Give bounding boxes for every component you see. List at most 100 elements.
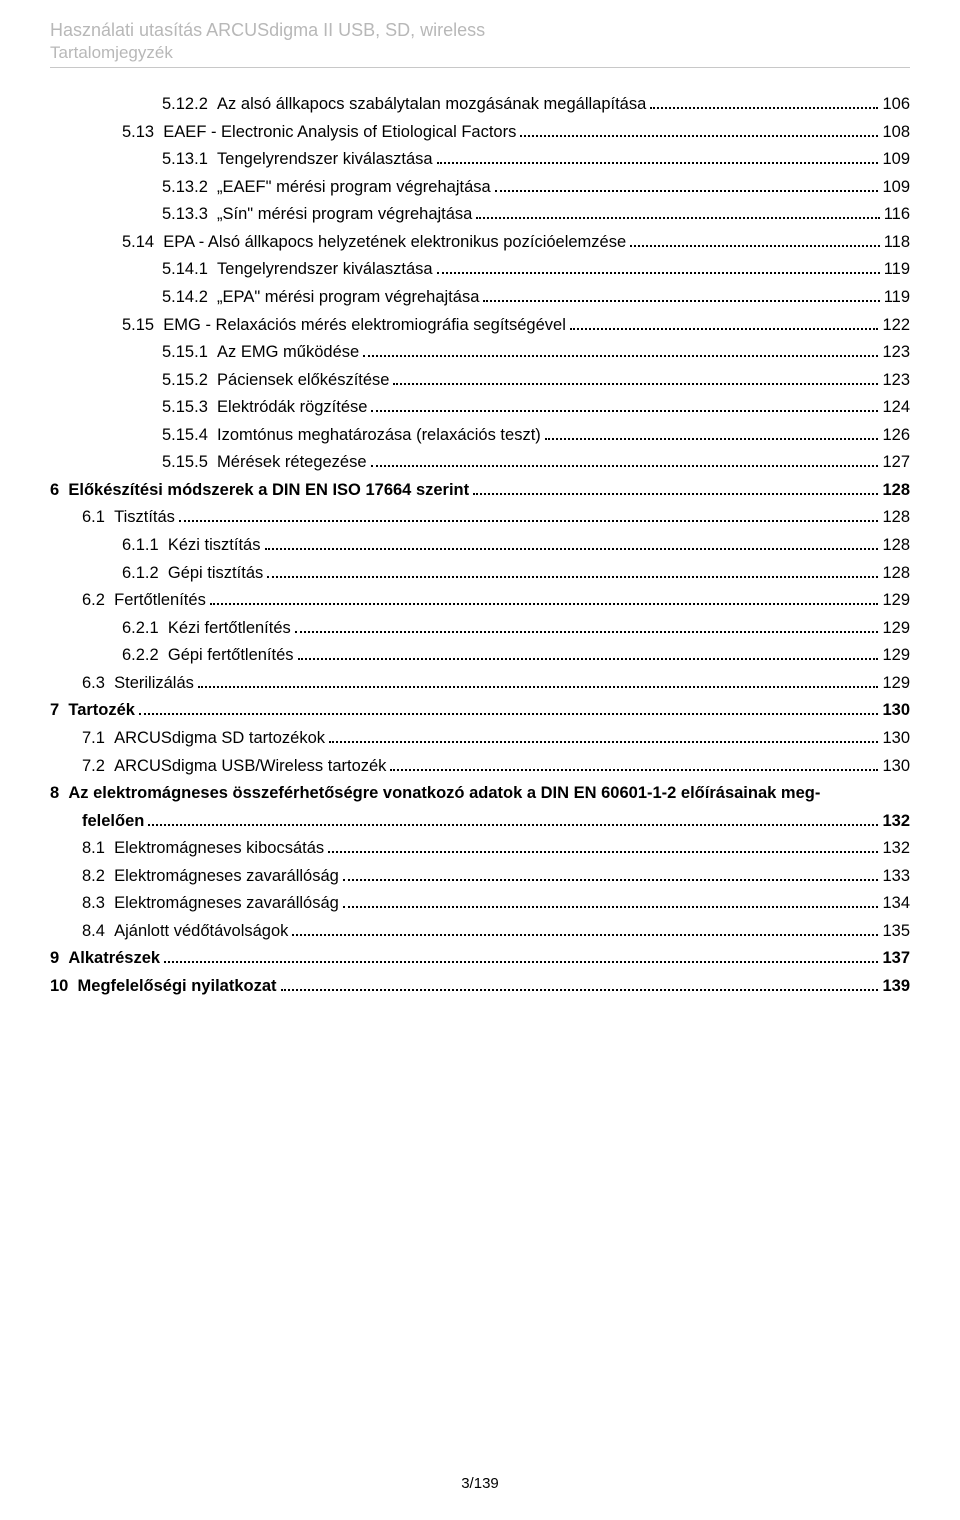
toc-number: 9 — [50, 946, 59, 972]
toc-number: 5.13 — [122, 120, 154, 146]
toc-label: Elektromágneses zavarállóság — [114, 864, 339, 890]
toc-page: 128 — [882, 533, 910, 559]
toc-page: 135 — [882, 919, 910, 945]
toc-entry: 5.15 EMG - Relaxációs mérés elektromiogr… — [50, 313, 910, 339]
toc-number: 6.2.1 — [122, 616, 159, 642]
toc-label: „EPA" mérési program végrehajtása — [217, 285, 479, 311]
toc-number: 7.2 — [82, 754, 105, 780]
toc-entry: 5.13.2 „EAEF" mérési program végrehajtás… — [50, 175, 910, 201]
toc-entry: 5.15.5 Mérések rétegezése 127 — [50, 450, 910, 476]
toc-number: 5.12.2 — [162, 92, 208, 118]
toc-label: ARCUSdigma SD tartozékok — [114, 726, 325, 752]
toc-number: 5.14.1 — [162, 257, 208, 283]
page-footer: 3/139 — [0, 1475, 960, 1492]
toc-entry: 6.2 Fertőtlenítés 129 — [50, 588, 910, 614]
toc-number: 6.1.2 — [122, 561, 159, 587]
toc-number: 6.2.2 — [122, 643, 159, 669]
toc-entry: 6.1.1 Kézi tisztítás 128 — [50, 533, 910, 559]
toc-page: 119 — [884, 285, 910, 311]
toc-label: Tengelyrendszer kiválasztása — [217, 147, 433, 173]
toc-label: Előkészítési módszerek a DIN EN ISO 1766… — [68, 478, 469, 504]
toc-page: 128 — [882, 478, 910, 504]
toc-page: 129 — [882, 643, 910, 669]
toc-label: Megfelelőségi nyilatkozat — [78, 974, 277, 1000]
toc-label: Tengelyrendszer kiválasztása — [217, 257, 433, 283]
toc-entry: 5.12.2 Az alsó állkapocs szabálytalan mo… — [50, 92, 910, 118]
toc-entry: 5.15.4 Izomtónus meghatározása (relaxáci… — [50, 423, 910, 449]
toc-entry: 7 Tartozék 130 — [50, 698, 910, 724]
toc-label: Ajánlott védőtávolságok — [114, 919, 288, 945]
toc-number: 8.2 — [82, 864, 105, 890]
toc-entry: 9 Alkatrészek 137 — [50, 946, 910, 972]
toc-number: 5.15.3 — [162, 395, 208, 421]
toc-page: 133 — [882, 864, 910, 890]
toc-label: Az EMG működése — [217, 340, 359, 366]
toc-page: 139 — [882, 974, 910, 1000]
toc-page: 129 — [882, 616, 910, 642]
toc-entry: 7.2 ARCUSdigma USB/Wireless tartozék 130 — [50, 754, 910, 780]
toc-entry: 8.2 Elektromágneses zavarállóság 133 — [50, 864, 910, 890]
toc-label: Kézi tisztítás — [168, 533, 261, 559]
toc-page: 123 — [882, 368, 910, 394]
toc-page: 132 — [882, 809, 910, 835]
toc-label: Elektromágneses kibocsátás — [114, 836, 324, 862]
toc-page: 128 — [882, 505, 910, 531]
toc-label: Fertőtlenítés — [114, 588, 206, 614]
toc-page: 119 — [884, 257, 910, 283]
toc-entry: 5.15.2 Páciensek előkészítése 123 — [50, 368, 910, 394]
table-of-contents: 5.12.2 Az alsó állkapocs szabálytalan mo… — [50, 92, 910, 1000]
document-page: Használati utasítás ARCUSdigma II USB, S… — [0, 0, 960, 1520]
toc-number: 6.2 — [82, 588, 105, 614]
toc-number: 6.1 — [82, 505, 105, 531]
toc-label: „Sín" mérési program végrehajtása — [217, 202, 472, 228]
toc-label: Sterilizálás — [114, 671, 194, 697]
toc-page: 118 — [884, 230, 910, 256]
toc-number: 5.15.2 — [162, 368, 208, 394]
toc-label: Izomtónus meghatározása (relaxációs tesz… — [217, 423, 541, 449]
toc-page: 124 — [882, 395, 910, 421]
toc-number: 10 — [50, 974, 68, 1000]
toc-number: 7 — [50, 698, 59, 724]
toc-page: 137 — [882, 946, 910, 972]
toc-number: 5.15.1 — [162, 340, 208, 366]
toc-number: 5.15 — [122, 313, 154, 339]
toc-page: 116 — [884, 202, 910, 228]
toc-entry: 5.14.1 Tengelyrendszer kiválasztása 119 — [50, 257, 910, 283]
toc-label: Kézi fertőtlenítés — [168, 616, 291, 642]
toc-page: 126 — [882, 423, 910, 449]
toc-number: 6 — [50, 478, 59, 504]
toc-entry: 7.1 ARCUSdigma SD tartozékok 130 — [50, 726, 910, 752]
toc-number: 5.15.5 — [162, 450, 208, 476]
toc-label: Tartozék — [68, 698, 135, 724]
toc-label: EAEF - Electronic Analysis of Etiologica… — [163, 120, 516, 146]
toc-page: 109 — [882, 147, 910, 173]
toc-entry: 5.13.3 „Sín" mérési program végrehajtása… — [50, 202, 910, 228]
toc-page: 128 — [882, 561, 910, 587]
toc-page: 130 — [882, 754, 910, 780]
toc-entry: 8.1 Elektromágneses kibocsátás 132 — [50, 836, 910, 862]
toc-page: 130 — [882, 698, 910, 724]
toc-entry: 10 Megfelelőségi nyilatkozat 139 — [50, 974, 910, 1000]
toc-page: 123 — [882, 340, 910, 366]
toc-page: 127 — [882, 450, 910, 476]
toc-page: 129 — [882, 671, 910, 697]
toc-label: Tisztítás — [114, 505, 175, 531]
toc-label: Elektródák rögzítése — [217, 395, 367, 421]
toc-entry: 8 Az elektromágneses összeférhetőségre v… — [50, 781, 910, 807]
toc-entry: 5.13.1 Tengelyrendszer kiválasztása 109 — [50, 147, 910, 173]
toc-label: Mérések rétegezése — [217, 450, 367, 476]
toc-entry: 6.2.2 Gépi fertőtlenítés 129 — [50, 643, 910, 669]
toc-label: ARCUSdigma USB/Wireless tartozék — [114, 754, 386, 780]
toc-page: 109 — [882, 175, 910, 201]
toc-number: 5.13.3 — [162, 202, 208, 228]
toc-page: 132 — [882, 836, 910, 862]
toc-entry: 6.2.1 Kézi fertőtlenítés 129 — [50, 616, 910, 642]
toc-label: felelően — [82, 809, 144, 835]
toc-label: Elektromágneses zavarállóság — [114, 891, 339, 917]
toc-label: Alkatrészek — [68, 946, 160, 972]
toc-label: Az elektromágneses összeférhetőségre von… — [68, 781, 820, 807]
toc-label: Páciensek előkészítése — [217, 368, 389, 394]
toc-number: 7.1 — [82, 726, 105, 752]
toc-entry: 5.14.2 „EPA" mérési program végrehajtása… — [50, 285, 910, 311]
toc-entry: 6.1.2 Gépi tisztítás 128 — [50, 561, 910, 587]
